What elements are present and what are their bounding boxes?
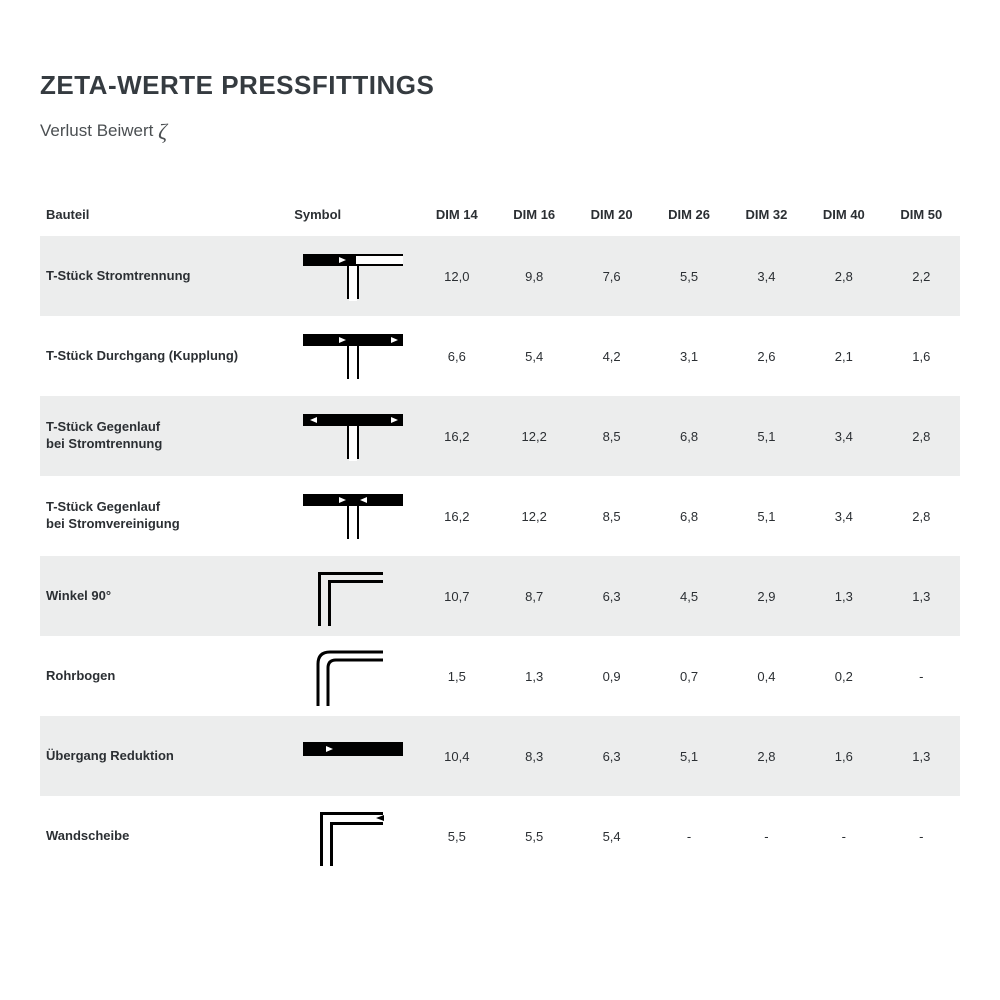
cell: 5,5 bbox=[418, 796, 495, 876]
row-name: T-Stück Gegenlaufbei Stromtrennung bbox=[40, 396, 288, 476]
cell: 2,6 bbox=[728, 316, 805, 396]
col-dim26: DIM 26 bbox=[650, 195, 727, 236]
col-symbol: Symbol bbox=[288, 195, 418, 236]
tee-through-icon bbox=[288, 316, 418, 396]
cell: 2,8 bbox=[883, 396, 960, 476]
cell: 16,2 bbox=[418, 476, 495, 556]
row-name: Übergang Reduktion bbox=[40, 716, 288, 796]
table-row: T-Stück Durchgang (Kupplung) 6,65,44,23,… bbox=[40, 316, 960, 396]
table-row: Winkel 90° 10,78,76,34,52,91,31,3 bbox=[40, 556, 960, 636]
cell: 1,3 bbox=[496, 636, 573, 716]
zeta-table: Bauteil Symbol DIM 14 DIM 16 DIM 20 DIM … bbox=[40, 195, 960, 876]
row-name: Rohrbogen bbox=[40, 636, 288, 716]
cell: 6,3 bbox=[573, 556, 650, 636]
table-row: T-Stück Gegenlaufbei Stromtrennung 16,21… bbox=[40, 396, 960, 476]
table-row: Wandscheibe 5,55,55,4---- bbox=[40, 796, 960, 876]
cell: 5,1 bbox=[728, 396, 805, 476]
cell: 2,8 bbox=[883, 476, 960, 556]
wall-elbow-icon bbox=[288, 796, 418, 876]
cell: 7,6 bbox=[573, 236, 650, 316]
cell: 1,5 bbox=[418, 636, 495, 716]
elbow-sharp-icon bbox=[288, 556, 418, 636]
cell: 1,3 bbox=[883, 716, 960, 796]
cell: 6,8 bbox=[650, 396, 727, 476]
cell: 2,8 bbox=[805, 236, 882, 316]
cell: 3,4 bbox=[728, 236, 805, 316]
page-subtitle: Verlust Beiwert ζ bbox=[40, 119, 960, 145]
table-row: T-Stück Stromtrennung 12,09,87,65,53,42,… bbox=[40, 236, 960, 316]
cell: 0,7 bbox=[650, 636, 727, 716]
cell: 4,5 bbox=[650, 556, 727, 636]
row-name: Winkel 90° bbox=[40, 556, 288, 636]
col-dim50: DIM 50 bbox=[883, 195, 960, 236]
row-name: Wandscheibe bbox=[40, 796, 288, 876]
cell: 8,5 bbox=[573, 396, 650, 476]
cell: 1,6 bbox=[805, 716, 882, 796]
cell: 5,5 bbox=[496, 796, 573, 876]
col-dim40: DIM 40 bbox=[805, 195, 882, 236]
zeta-symbol: ζ bbox=[158, 119, 167, 144]
cell: - bbox=[728, 796, 805, 876]
tee-counter-split-icon bbox=[288, 396, 418, 476]
cell: 8,5 bbox=[573, 476, 650, 556]
header-row: Bauteil Symbol DIM 14 DIM 16 DIM 20 DIM … bbox=[40, 195, 960, 236]
row-name: T-Stück Stromtrennung bbox=[40, 236, 288, 316]
cell: 2,2 bbox=[883, 236, 960, 316]
cell: 0,9 bbox=[573, 636, 650, 716]
cell: 6,8 bbox=[650, 476, 727, 556]
table-row: Übergang Reduktion 10,48,36,35,12,81,61,… bbox=[40, 716, 960, 796]
page-title: ZETA-WERTE PRESSFITTINGS bbox=[40, 70, 960, 101]
reducer-icon bbox=[288, 716, 418, 796]
subtitle-text: Verlust Beiwert bbox=[40, 121, 158, 140]
cell: 1,6 bbox=[883, 316, 960, 396]
cell: 2,8 bbox=[728, 716, 805, 796]
col-dim20: DIM 20 bbox=[573, 195, 650, 236]
cell: 5,1 bbox=[728, 476, 805, 556]
col-dim14: DIM 14 bbox=[418, 195, 495, 236]
cell: 12,0 bbox=[418, 236, 495, 316]
elbow-round-icon bbox=[288, 636, 418, 716]
col-dim16: DIM 16 bbox=[496, 195, 573, 236]
cell: 6,6 bbox=[418, 316, 495, 396]
cell: 5,5 bbox=[650, 236, 727, 316]
tee-counter-merge-icon bbox=[288, 476, 418, 556]
cell: 2,9 bbox=[728, 556, 805, 636]
cell: - bbox=[805, 796, 882, 876]
cell: 5,4 bbox=[573, 796, 650, 876]
cell: 0,2 bbox=[805, 636, 882, 716]
cell: 5,1 bbox=[650, 716, 727, 796]
cell: 8,3 bbox=[496, 716, 573, 796]
cell: 10,4 bbox=[418, 716, 495, 796]
cell: 9,8 bbox=[496, 236, 573, 316]
cell: 3,4 bbox=[805, 476, 882, 556]
cell: 2,1 bbox=[805, 316, 882, 396]
cell: - bbox=[650, 796, 727, 876]
cell: 16,2 bbox=[418, 396, 495, 476]
cell: 10,7 bbox=[418, 556, 495, 636]
row-name: T-Stück Gegenlaufbei Stromvereinigung bbox=[40, 476, 288, 556]
col-dim32: DIM 32 bbox=[728, 195, 805, 236]
col-bauteil: Bauteil bbox=[40, 195, 288, 236]
cell: 3,1 bbox=[650, 316, 727, 396]
tee-split-icon bbox=[288, 236, 418, 316]
cell: - bbox=[883, 636, 960, 716]
cell: - bbox=[883, 796, 960, 876]
cell: 6,3 bbox=[573, 716, 650, 796]
cell: 12,2 bbox=[496, 396, 573, 476]
cell: 0,4 bbox=[728, 636, 805, 716]
cell: 5,4 bbox=[496, 316, 573, 396]
cell: 3,4 bbox=[805, 396, 882, 476]
row-name: T-Stück Durchgang (Kupplung) bbox=[40, 316, 288, 396]
cell: 1,3 bbox=[883, 556, 960, 636]
cell: 12,2 bbox=[496, 476, 573, 556]
cell: 8,7 bbox=[496, 556, 573, 636]
table-row: T-Stück Gegenlaufbei Stromvereinigung 16… bbox=[40, 476, 960, 556]
table-row: Rohrbogen 1,51,30,90,70,40,2- bbox=[40, 636, 960, 716]
cell: 1,3 bbox=[805, 556, 882, 636]
cell: 4,2 bbox=[573, 316, 650, 396]
